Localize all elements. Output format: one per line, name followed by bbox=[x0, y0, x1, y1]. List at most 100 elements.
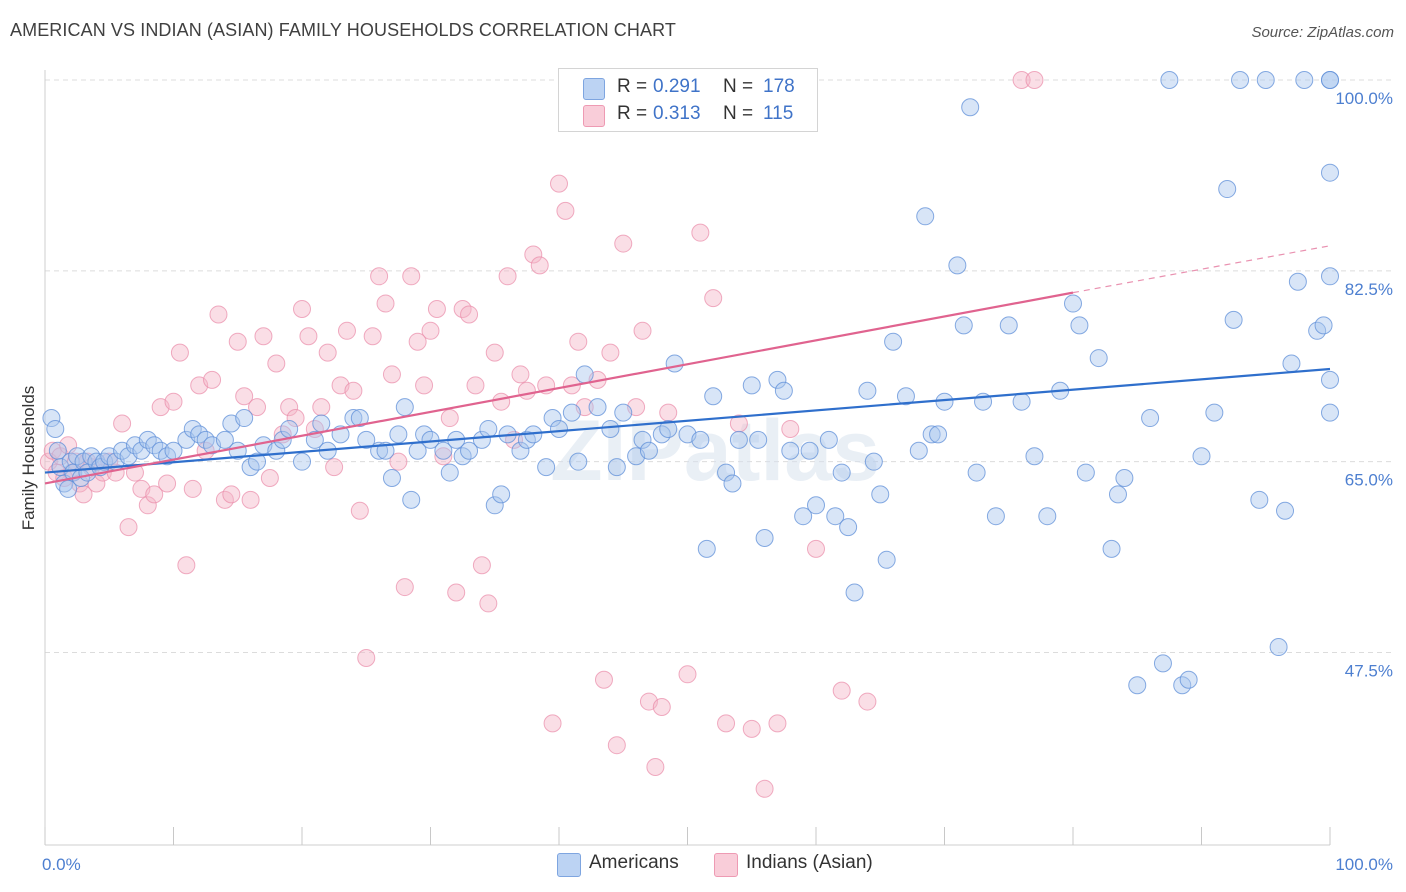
point-indian-asian bbox=[530, 256, 549, 275]
point-american bbox=[1179, 670, 1198, 689]
point-indian-asian bbox=[633, 321, 652, 340]
point-american bbox=[1295, 71, 1314, 89]
point-indian-asian bbox=[511, 365, 530, 384]
legend-r-label: R = bbox=[617, 76, 648, 97]
bottom-legend-label: Indians (Asian) bbox=[746, 852, 873, 873]
point-american bbox=[305, 430, 324, 449]
point-indian-asian bbox=[363, 327, 382, 346]
point-american bbox=[1205, 403, 1224, 422]
point-american bbox=[729, 430, 748, 449]
point-american bbox=[1153, 654, 1172, 673]
point-american bbox=[235, 409, 254, 428]
point-indian-asian bbox=[260, 469, 279, 488]
point-american bbox=[511, 441, 530, 460]
point-american bbox=[575, 365, 594, 384]
trend-lines bbox=[44, 245, 1331, 485]
point-american bbox=[1038, 507, 1057, 526]
point-american bbox=[633, 430, 652, 449]
legend-n-value: 178 bbox=[763, 76, 795, 97]
point-indian-asian bbox=[479, 594, 498, 613]
point-indian-asian bbox=[280, 398, 299, 417]
point-american bbox=[389, 425, 408, 444]
point-indian-asian bbox=[395, 578, 414, 597]
y-axis-label: Family Households bbox=[19, 386, 38, 531]
point-american bbox=[961, 98, 980, 117]
point-american bbox=[1064, 294, 1082, 313]
point-american bbox=[697, 539, 716, 558]
point-american bbox=[1102, 539, 1121, 558]
point-american bbox=[916, 207, 935, 226]
point-american bbox=[691, 430, 710, 449]
point-indian-asian bbox=[254, 327, 273, 346]
x-tick-label: 100.0% bbox=[1335, 855, 1393, 874]
point-indian-asian bbox=[203, 370, 222, 389]
point-american bbox=[614, 403, 633, 422]
point-american bbox=[742, 376, 761, 395]
y-tick-label: 82.5% bbox=[1345, 280, 1393, 299]
point-indian-asian bbox=[299, 327, 318, 346]
point-american bbox=[1321, 370, 1339, 389]
y-tick-label: 65.0% bbox=[1345, 471, 1393, 490]
point-american bbox=[749, 430, 768, 449]
point-american bbox=[1115, 469, 1134, 488]
point-american bbox=[562, 403, 581, 422]
point-american bbox=[755, 529, 774, 547]
point-american bbox=[601, 419, 620, 438]
point-indian-asian bbox=[248, 398, 267, 417]
point-indian-asian bbox=[325, 458, 344, 477]
point-indian-asian bbox=[607, 736, 626, 755]
point-american bbox=[293, 452, 311, 471]
point-indian-asian bbox=[337, 321, 356, 340]
point-indian-asian bbox=[601, 343, 620, 362]
legend-swatch-blue bbox=[583, 78, 605, 100]
point-indian-asian bbox=[614, 234, 633, 253]
point-indian-asian bbox=[100, 452, 119, 471]
point-indian-asian bbox=[492, 392, 511, 411]
point-american bbox=[639, 441, 658, 460]
point-indian-asian bbox=[164, 392, 183, 411]
point-american bbox=[884, 332, 903, 351]
point-american bbox=[537, 458, 556, 477]
point-american bbox=[826, 507, 845, 526]
point-indian-asian bbox=[344, 381, 363, 400]
point-indian-asian bbox=[832, 681, 851, 700]
point-indian-asian bbox=[357, 648, 376, 667]
point-indian-asian bbox=[235, 387, 254, 406]
point-american bbox=[357, 430, 376, 449]
point-indian-asian bbox=[415, 376, 434, 395]
point-american bbox=[1269, 638, 1288, 657]
tick-labels: 100.0% 82.5% 65.0% 47.5% 0.0% 100.0% bbox=[42, 89, 1393, 874]
x-tick-label: 0.0% bbox=[42, 855, 81, 874]
point-indian-asian bbox=[569, 332, 588, 351]
point-american bbox=[839, 518, 858, 537]
point-indian-asian bbox=[228, 332, 247, 351]
point-american bbox=[1108, 485, 1127, 504]
point-indian-asian bbox=[222, 485, 241, 504]
bottom-swatch-blue bbox=[557, 853, 581, 877]
point-american bbox=[312, 414, 331, 433]
point-american bbox=[954, 316, 973, 335]
point-american bbox=[492, 485, 511, 504]
point-indian-asian bbox=[691, 223, 710, 242]
point-indian-asian bbox=[408, 332, 427, 351]
point-indian-asian bbox=[472, 556, 491, 575]
legend-r-label: R = bbox=[617, 103, 648, 124]
point-american bbox=[999, 316, 1018, 335]
point-american bbox=[440, 463, 459, 482]
point-american bbox=[877, 550, 896, 569]
point-indian-asian bbox=[466, 376, 485, 395]
trend-line-indians bbox=[44, 291, 1074, 485]
legend-n-label: N = bbox=[723, 76, 754, 97]
point-american bbox=[1089, 349, 1108, 368]
legend-n-value: 115 bbox=[763, 103, 794, 124]
point-american bbox=[1192, 447, 1211, 466]
grid-layer bbox=[45, 79, 1395, 653]
y-tick-label: 47.5% bbox=[1345, 662, 1393, 681]
point-american bbox=[395, 398, 414, 417]
point-american bbox=[794, 507, 813, 526]
point-indian-asian bbox=[427, 300, 446, 318]
trend-line-americans bbox=[44, 367, 1331, 474]
american-points bbox=[42, 71, 1339, 695]
point-indian-asian bbox=[742, 719, 761, 738]
